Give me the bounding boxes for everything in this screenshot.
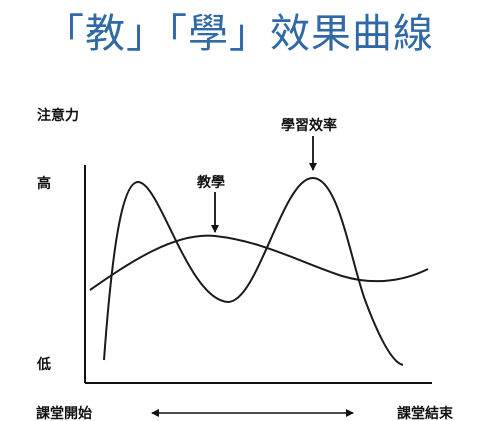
diagram-title: 「教」「學」效果曲線 bbox=[44, 11, 434, 57]
teaching-curve bbox=[89, 234, 429, 291]
learning-efficiency-label: 學習效率 bbox=[281, 117, 337, 134]
high-label: 高 bbox=[37, 175, 51, 192]
class-end-label: 課堂結束 bbox=[397, 405, 454, 421]
low-label: 低 bbox=[36, 356, 51, 373]
teaching-label: 教學 bbox=[197, 174, 225, 191]
y-axis-label: 注意力 bbox=[37, 107, 79, 124]
learning-efficiency-curve bbox=[103, 176, 404, 366]
class-start-label: 課堂開始 bbox=[36, 405, 92, 421]
